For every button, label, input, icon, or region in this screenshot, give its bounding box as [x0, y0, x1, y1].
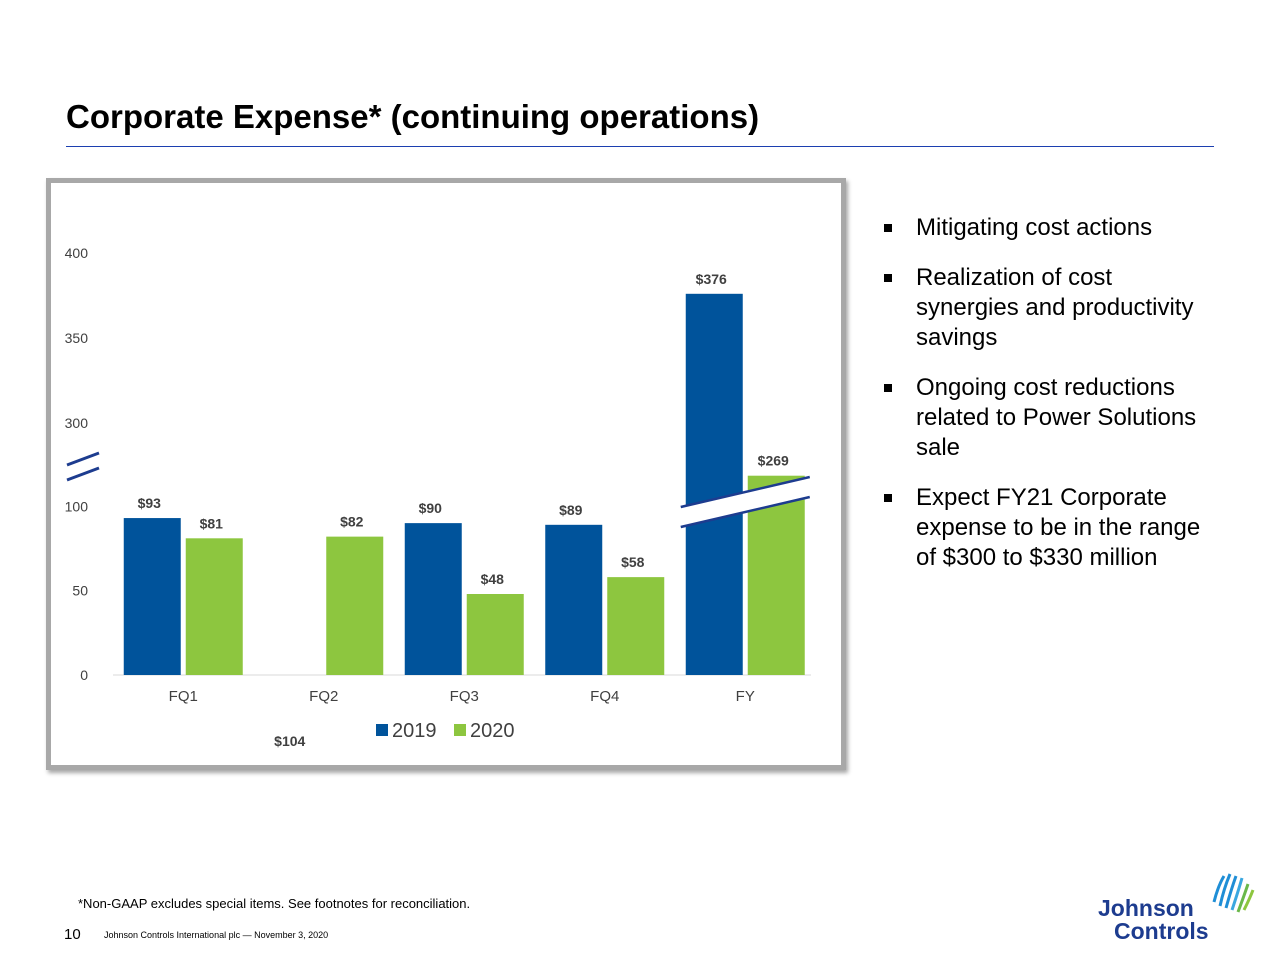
data-label: $93: [138, 495, 162, 511]
data-label: $82: [340, 514, 364, 530]
corporate-expense-chart: 0 50 100 300 350 400 $93 $81 FQ1 $104 $82 FQ2 $90 $48…: [65, 245, 811, 749]
bullet-text: Realization of cost synergies and produc…: [916, 264, 1194, 351]
page-footer: Johnson Controls International plc — Nov…: [104, 930, 329, 940]
x-tick-label: FQ4: [590, 688, 619, 705]
y-tick-label: 300: [65, 415, 89, 431]
bar-2020-fq3: [466, 594, 524, 675]
bar-break-mark: [680, 495, 811, 529]
y-tick-label: 50: [72, 583, 88, 599]
axis-break-mark: [66, 451, 100, 467]
footnote: *Non-GAAP excludes special items. See fo…: [78, 896, 471, 911]
data-label: $58: [621, 554, 645, 570]
data-label: $104: [274, 733, 305, 749]
svg-text:Johnson: Johnson: [1098, 895, 1194, 921]
bar-2020-fq4: [607, 577, 665, 675]
square-bullet-icon: [884, 494, 892, 502]
bar-break-gap: [680, 477, 810, 527]
y-tick-label: 0: [80, 667, 88, 683]
x-tick-label: FY: [736, 688, 755, 705]
square-bullet-icon: [884, 274, 892, 282]
square-bullet-icon: [884, 384, 892, 392]
svg-text:Controls: Controls: [1114, 918, 1209, 942]
y-tick-label: 350: [65, 330, 89, 346]
bar-2019-fq4: [545, 524, 603, 675]
bullet-text: Expect FY21 Corporate expense to be in t…: [916, 484, 1201, 571]
data-label: $376: [696, 271, 727, 287]
bullet-text: Mitigating cost actions: [916, 214, 1153, 241]
bar-break-mark: [680, 475, 811, 509]
bullet-item: Expect FY21 Corporate expense to be in t…: [880, 483, 1220, 573]
bullet-item: Ongoing cost reductions related to Power…: [880, 373, 1220, 463]
bullet-item: Realization of cost synergies and produc…: [880, 263, 1220, 353]
legend-swatch-2020: [454, 724, 466, 736]
bar-2019-fy: [685, 293, 743, 675]
bar-2019-fq1: [123, 518, 181, 675]
legend-swatch-2019: [376, 724, 388, 736]
data-label: $90: [419, 500, 443, 516]
y-tick-label: 400: [65, 245, 89, 261]
johnson-controls-logo: Johnson Controls: [1098, 873, 1255, 942]
bullet-item: Mitigating cost actions: [880, 213, 1220, 243]
bullet-list: Mitigating cost actions Realization of c…: [880, 213, 1220, 593]
slide-title: Corporate Expense* (continuing operation…: [66, 98, 760, 135]
x-tick-label: FQ3: [450, 688, 479, 705]
data-label: $89: [559, 502, 583, 518]
y-tick-label: 100: [65, 498, 89, 514]
bullet-text: Ongoing cost reductions related to Power…: [916, 374, 1197, 461]
data-label: $48: [481, 571, 505, 587]
chart-panel: 0 50 100 300 350 400 $93 $81 FQ1 $104 $82 FQ2 $90 $48…: [46, 178, 846, 770]
legend-label: 2019: [392, 720, 437, 742]
bar-2020-fq2: [326, 536, 384, 675]
square-bullet-icon: [884, 224, 892, 232]
page-number: 10: [64, 926, 81, 943]
bar-2020-fq1: [185, 538, 243, 675]
data-label: $81: [200, 515, 224, 531]
bar-2019-fq3: [404, 523, 462, 675]
x-tick-label: FQ2: [309, 688, 338, 705]
axis-break-mark: [66, 466, 100, 482]
legend-label: 2020: [470, 720, 515, 742]
title-divider: [66, 146, 1214, 147]
data-label: $269: [758, 453, 789, 469]
logo-mark-icon: [1212, 873, 1255, 913]
x-tick-label: FQ1: [169, 688, 198, 705]
